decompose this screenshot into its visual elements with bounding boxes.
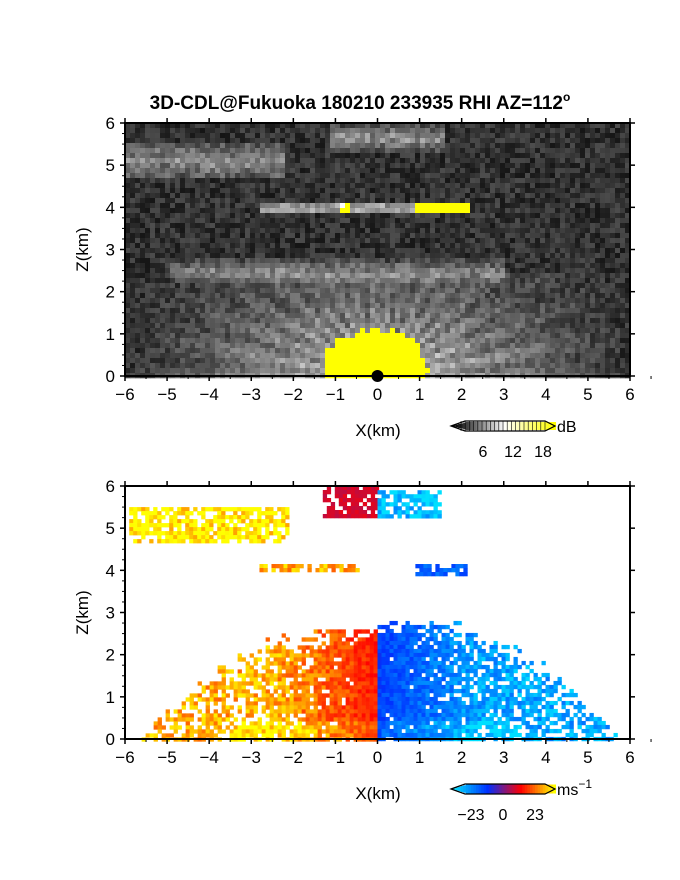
x-tick-label: 6	[625, 748, 634, 767]
colorbar-unit: ms−1	[557, 777, 592, 799]
x-tick-label: −4	[199, 748, 218, 767]
echo-region	[415, 564, 468, 577]
colorbar-tick-label: −23	[457, 807, 484, 824]
x-tick-label: 0	[373, 748, 382, 767]
colorbar-outline	[449, 783, 557, 795]
x-tick-label: 5	[583, 748, 592, 767]
y-tick-label: 1	[106, 688, 115, 707]
title-degree: o	[563, 90, 570, 104]
y-tick-label: 0	[106, 367, 115, 386]
x-tick-label: 3	[499, 385, 508, 404]
x-tick-label: −2	[284, 748, 303, 767]
colorbar-tick-label: 0	[499, 807, 508, 824]
title-text: 3D-CDL@Fukuoka 180210 233935 RHI AZ=112	[150, 93, 563, 114]
x-tick-label: 4	[541, 385, 550, 404]
colorbar-tick-label: 18	[534, 444, 552, 461]
echo-region	[377, 620, 618, 742]
colorbar-tick-label: 6	[479, 444, 488, 461]
x-tick-label: −2	[284, 385, 303, 404]
x-tick-label: −6	[115, 748, 134, 767]
x-tick-label: −5	[157, 748, 176, 767]
y-tick-label: 6	[106, 477, 115, 496]
x-axis: −6 −5 −4 −3 −2 −1 0 1 2 3 4 5 6 X(km)	[115, 118, 652, 440]
x-tick-label: 5	[583, 385, 592, 404]
x-tick-label: −3	[242, 748, 261, 767]
x-tick-label: 4	[541, 748, 550, 767]
x-tick-label: 2	[457, 385, 466, 404]
y-tick-label: 6	[106, 114, 115, 133]
x-tick-label: 2	[457, 748, 466, 767]
y-tick-label: 5	[106, 156, 115, 175]
colorbar-unit: dB	[557, 419, 577, 436]
colorbar: 6 12 18 dB	[449, 419, 577, 461]
y-tick-label: 1	[106, 325, 115, 344]
x-axis-label: X(km)	[355, 421, 400, 440]
x-tick-label: 6	[625, 385, 634, 404]
colorbar-tick-label: 12	[504, 444, 522, 461]
colorbar: −23 0 23 ms−1	[449, 777, 592, 824]
x-tick-label: −1	[326, 385, 345, 404]
echo-region	[322, 486, 380, 519]
y-axis: 0 1 2 3 4 5 6 Z(km)	[73, 114, 635, 386]
y-tick-label: 4	[106, 198, 115, 217]
y-tick-label: 3	[106, 604, 115, 623]
x-axis: −6 −5 −4 −3 −2 −1 0 1 2 3 4 5 6 X(km)	[115, 481, 652, 803]
y-tick-label: 4	[106, 561, 115, 580]
echo-region	[259, 564, 360, 573]
heatmap-field	[129, 486, 618, 742]
echo-region	[141, 629, 378, 742]
heatmap-field	[125, 123, 631, 382]
x-tick-label: −6	[115, 385, 134, 404]
echo-region	[377, 490, 442, 519]
echo-region	[129, 507, 290, 544]
y-tick-label: 0	[106, 730, 115, 749]
x-tick-label: 0	[373, 385, 382, 404]
x-tick-label: 1	[415, 385, 424, 404]
y-tick-label: 5	[106, 519, 115, 538]
colorbar-tick-label: 23	[526, 807, 544, 824]
figure-title: 3D-CDL@Fukuoka 180210 233935 RHI AZ=112o	[150, 90, 571, 114]
x-tick-label: −3	[242, 385, 261, 404]
y-tick-label: 2	[106, 283, 115, 302]
x-tick-label: 1	[415, 748, 424, 767]
y-axis: 0 1 2 3 4 5 6 Z(km)	[73, 477, 635, 749]
x-tick-label: −1	[326, 748, 345, 767]
x-tick-label: −4	[199, 385, 218, 404]
x-tick-label: −5	[157, 385, 176, 404]
x-axis-label: X(km)	[355, 784, 400, 803]
y-tick-label: 3	[106, 241, 115, 260]
y-axis-label: Z(km)	[73, 590, 92, 634]
y-tick-label: 2	[106, 646, 115, 665]
y-axis-label: Z(km)	[73, 227, 92, 271]
x-tick-label: 3	[499, 748, 508, 767]
